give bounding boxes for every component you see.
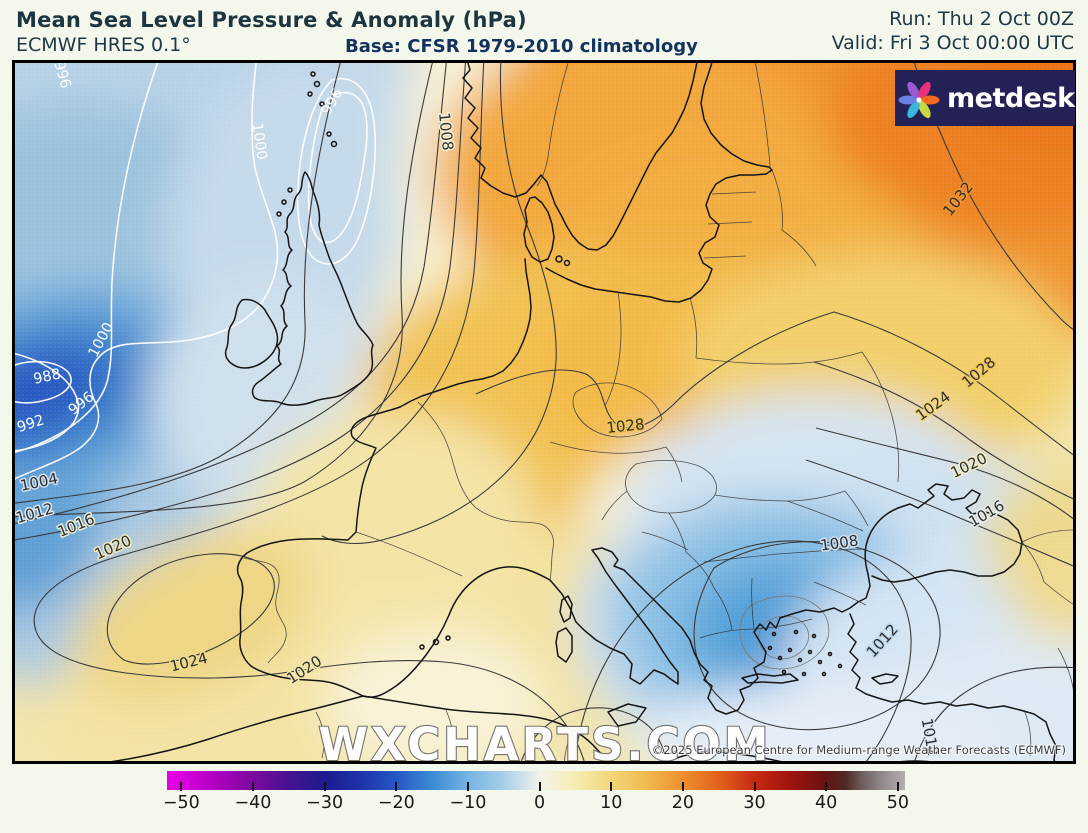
contour-label: 1008 [435,112,457,152]
colorbar-tick-label: −50 [162,793,200,813]
model-label: ECMWF HRES 0.1° [16,34,191,56]
copyright-text: ©2025 European Centre for Medium-range W… [652,743,1066,757]
colorbar-tick-mark [395,782,398,791]
logo-petal [920,95,940,105]
logo-petal [907,100,920,119]
aegean-islands [767,629,843,677]
colorbar-tick-label: 30 [743,793,766,813]
colorbar-tick-mark [681,782,684,791]
metdesk-flower-icon [898,81,940,119]
colorbar-tick-label: −10 [449,793,487,813]
colorbar-tick-label: 20 [671,793,695,813]
logo-petal [907,81,920,100]
colorbar-gradient [167,771,905,790]
page-title: Mean Sea Level Pressure & Anomaly (hPa) [16,8,527,32]
colorbar-tick-label: −30 [306,793,344,813]
pressure-anomaly-map: 988 992 996 1000 996 1000 996 1008 1004 1012 1016 1… [12,60,1076,764]
contour-label: 988 [32,366,62,387]
colorbar-tick-mark [538,782,541,791]
metdesk-logo-text: metdesk [947,82,1075,114]
country-borders [243,62,1074,762]
wxcharts-watermark: WXCHARTS.COM [318,718,771,762]
logo-petal [898,95,918,105]
contour-label: 996 [50,62,73,90]
colorbar-tick-label: −40 [234,793,272,813]
logo-center-dot [916,97,922,103]
contour-label: 1024 [168,649,209,676]
colorbar-tick-label: 40 [815,793,838,813]
run-time-label: Run: Thu 2 Oct 00Z [889,8,1074,30]
climatology-base-label: Base: CFSR 1979-2010 climatology [345,36,698,57]
logo-petal [918,100,931,119]
colorbar-tick-mark [825,782,828,791]
logo-petal [918,81,931,100]
contour-label: 1000 [248,122,269,161]
isobars-white [14,62,377,481]
coastlines [104,62,1057,762]
colorbar-tick-mark [610,782,613,791]
metdesk-logo: metdesk [895,70,1075,126]
colorbar-tick-label: 50 [886,793,909,813]
colorbar-tick-label: −20 [377,793,415,813]
colorbar-tick-label: 0 [534,793,546,813]
colorbar-tick-mark [466,782,469,791]
valid-time-label: Valid: Fri 3 Oct 00:00 UTC [831,32,1074,54]
colorbar-tick-mark [753,782,756,791]
colorbar-tick-mark [251,782,254,791]
colorbar-tick-label: 10 [600,793,623,813]
colorbar-tick-mark [180,782,183,791]
colorbar-tick-mark [323,782,326,791]
colorbar-tick-mark [896,782,899,791]
